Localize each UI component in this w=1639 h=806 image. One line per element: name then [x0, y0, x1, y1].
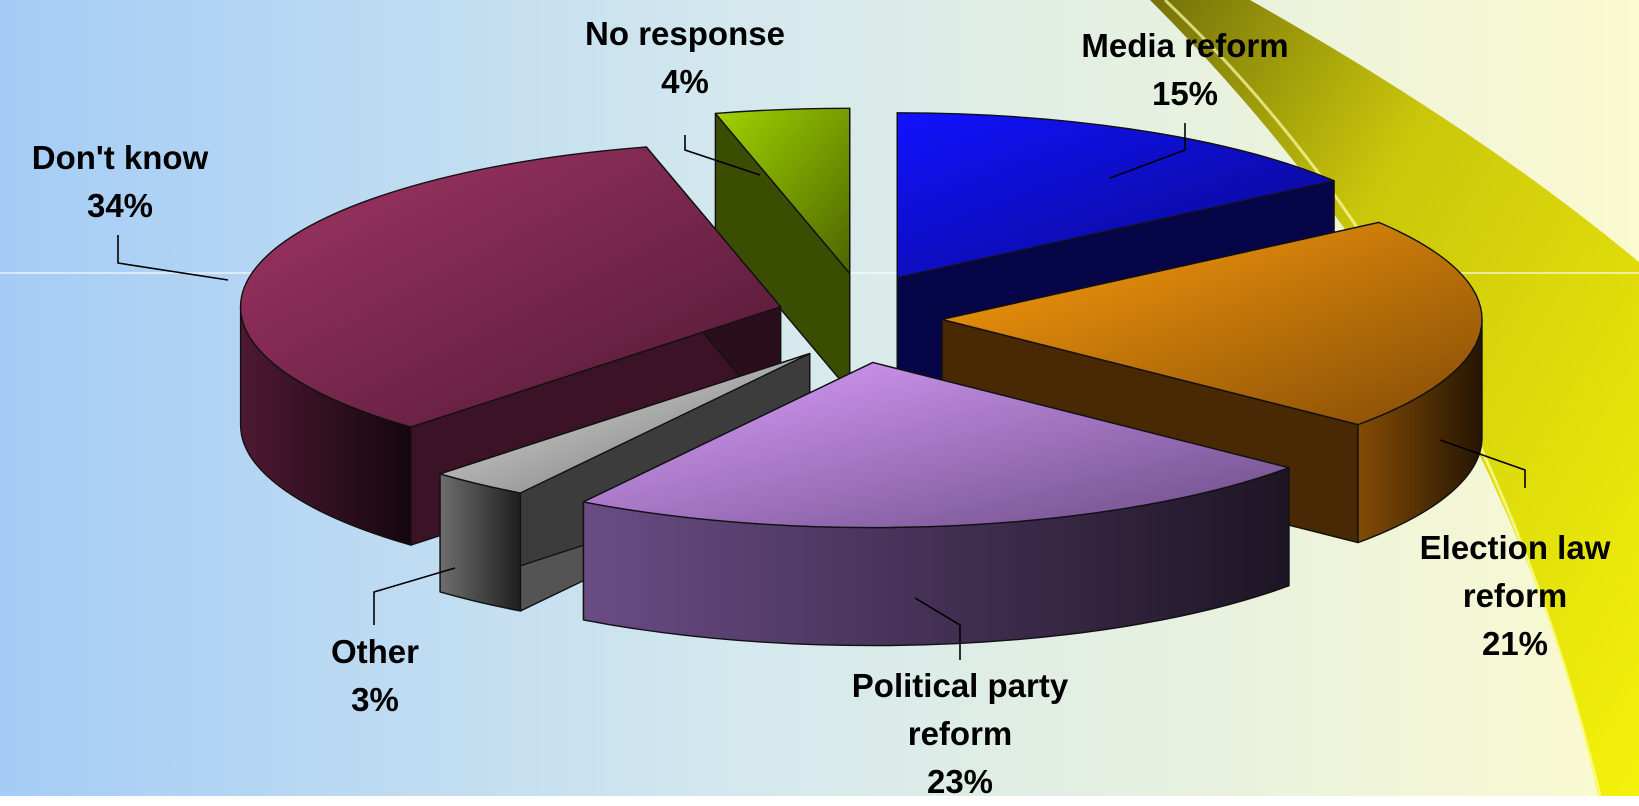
leader-line: [914, 597, 961, 660]
data-label-no-response: No response 4%: [585, 15, 785, 100]
pie-slice-no-response: [714, 107, 851, 392]
slice-top: [582, 361, 1290, 529]
slice-top: [941, 221, 1483, 426]
data-label-dont-know: Don't know 34%: [31, 139, 209, 224]
leader-line: [117, 235, 229, 281]
leader-line: [1109, 123, 1186, 179]
data-label-other: Other 3%: [330, 633, 419, 718]
slice-top: [714, 107, 851, 274]
data-label-political-party-reform: Political party reform 23%: [851, 667, 1069, 800]
slice-top: [239, 146, 782, 428]
slice-top: [439, 352, 811, 494]
slice-top: [896, 112, 1335, 279]
data-label-election-law-reform: Election law reform 21%: [1419, 529, 1611, 662]
leader-line: [373, 567, 456, 625]
decorative-ribbon: [1150, 0, 1639, 796]
leader-line: [684, 135, 761, 176]
data-label-media-reform: Media reform 15%: [1081, 27, 1289, 112]
leader-line: [1439, 439, 1526, 488]
slice-rim: [439, 473, 522, 612]
pie-slice-political-party-reform: [582, 361, 1290, 647]
